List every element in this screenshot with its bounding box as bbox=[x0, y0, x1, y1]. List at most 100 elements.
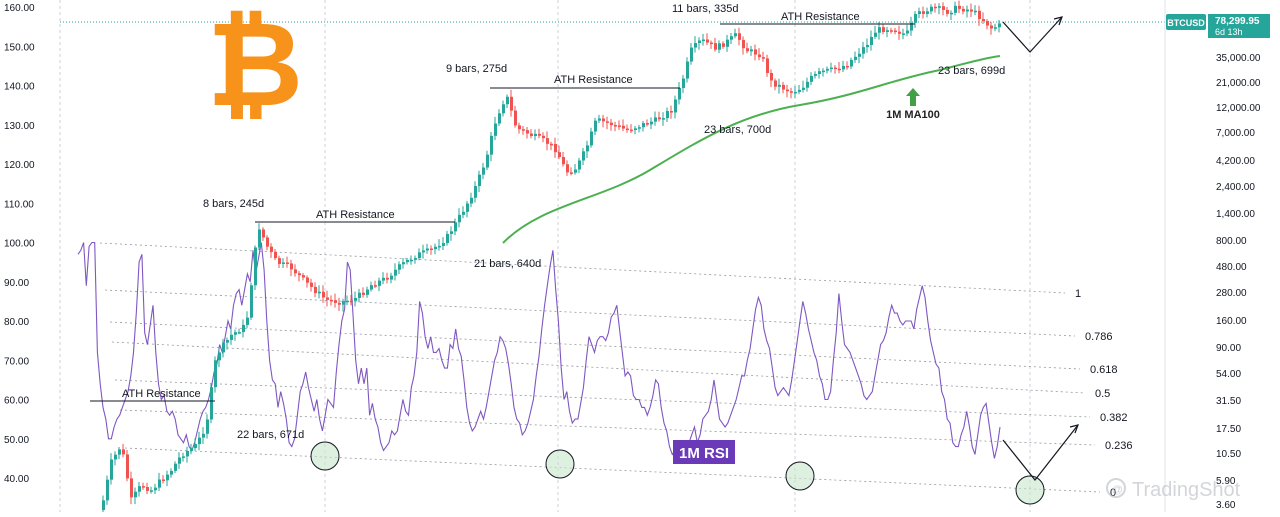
candle-body bbox=[278, 258, 281, 264]
candle-body bbox=[442, 243, 445, 246]
candle-body bbox=[250, 285, 253, 318]
candle-body bbox=[894, 30, 897, 33]
left-axis-tick: 40.00 bbox=[4, 474, 29, 485]
candle-body bbox=[598, 118, 601, 121]
candle-body bbox=[202, 433, 205, 438]
candle-body bbox=[686, 61, 689, 79]
candle-body bbox=[706, 39, 709, 43]
right-axis-tick: 54.00 bbox=[1216, 369, 1241, 380]
candle-body bbox=[614, 125, 617, 127]
candle-body bbox=[306, 277, 309, 283]
candle-body bbox=[758, 54, 761, 58]
candle-body bbox=[846, 66, 849, 68]
candle-body bbox=[806, 81, 809, 88]
right-axis-tick: 10.50 bbox=[1216, 449, 1241, 460]
candle-body bbox=[522, 129, 525, 131]
candle-body bbox=[734, 33, 737, 37]
candle-body bbox=[922, 11, 925, 14]
candle-body bbox=[434, 246, 437, 250]
right-axis-tick: 90.00 bbox=[1216, 343, 1241, 354]
candle-body bbox=[194, 444, 197, 449]
candle-body bbox=[874, 32, 877, 37]
right-axis-tick: 35,000.00 bbox=[1216, 53, 1261, 64]
candle-body bbox=[274, 251, 277, 259]
candle-body bbox=[666, 111, 669, 119]
candle-body bbox=[838, 68, 841, 71]
right-axis-tick: 5.90 bbox=[1216, 476, 1236, 487]
candle-body bbox=[394, 269, 397, 276]
candle-body bbox=[318, 291, 321, 294]
candle-body bbox=[870, 36, 873, 46]
candle-body bbox=[154, 487, 157, 491]
candle-body bbox=[842, 66, 845, 70]
candle-body bbox=[118, 449, 121, 455]
candle-body bbox=[446, 233, 449, 244]
candle-body bbox=[174, 463, 177, 471]
right-axis-background bbox=[1165, 0, 1280, 512]
rsi-bottom-circles bbox=[310, 441, 1045, 505]
candle-body bbox=[714, 43, 717, 50]
candle-body bbox=[930, 6, 933, 12]
candle-body bbox=[110, 459, 113, 480]
candle-body bbox=[178, 457, 181, 464]
candle-body bbox=[142, 486, 145, 488]
candle-body bbox=[138, 486, 141, 492]
candle-body bbox=[170, 470, 173, 475]
candle-body bbox=[258, 229, 261, 248]
candle-body bbox=[694, 43, 697, 48]
watermark-text: TradingShot bbox=[1132, 479, 1241, 501]
fib-ray bbox=[109, 321, 1081, 370]
fib-level-label: 1 bbox=[1075, 288, 1081, 300]
candle-body bbox=[858, 53, 861, 57]
candle-body bbox=[918, 11, 921, 15]
candle-body bbox=[562, 157, 565, 165]
candle-body bbox=[398, 264, 401, 270]
candle-body bbox=[730, 36, 733, 40]
fib-ray bbox=[99, 242, 1066, 294]
arrow-head-icon bbox=[1069, 424, 1079, 434]
cycle-bottom-label: 23 bars, 699d bbox=[938, 65, 1005, 77]
arrow-head-icon bbox=[1053, 16, 1063, 26]
ma-label: 1M MA100 bbox=[886, 109, 940, 121]
candle-body bbox=[298, 273, 301, 276]
candle-body bbox=[366, 289, 369, 295]
vertical-grid bbox=[59, 0, 1031, 512]
candle-body bbox=[994, 27, 997, 29]
fib-level-label: 0.5 bbox=[1095, 388, 1110, 400]
rsi-bottom-circle bbox=[1015, 475, 1045, 505]
candle-body bbox=[486, 154, 489, 168]
candle-body bbox=[438, 245, 441, 248]
candle-body bbox=[410, 259, 413, 262]
ma100-line bbox=[502, 55, 1001, 244]
left-axis-tick: 160.00 bbox=[4, 3, 35, 14]
right-axis-tick: 280.00 bbox=[1216, 288, 1247, 299]
candle-body bbox=[766, 58, 769, 73]
candle-body bbox=[534, 133, 537, 136]
candle-body bbox=[242, 324, 245, 333]
candle-body bbox=[426, 248, 429, 251]
candle-body bbox=[606, 121, 609, 123]
left-axis: 160.00 150.00 140.00 130.00 120.00 110.00 100.… bbox=[4, 3, 35, 485]
candle-body bbox=[210, 387, 213, 420]
left-axis-tick: 50.00 bbox=[4, 435, 29, 446]
candle-body bbox=[122, 449, 125, 455]
candle-body bbox=[338, 302, 341, 305]
rsi-label: 1M RSI bbox=[679, 445, 729, 462]
candle-body bbox=[102, 500, 105, 510]
bitcoin-logo-icon: ₿ bbox=[207, 0, 303, 131]
candle-body bbox=[570, 172, 573, 174]
candle-body bbox=[986, 21, 989, 26]
ath-resistance-label: ATH Resistance bbox=[554, 74, 633, 86]
candle-body bbox=[970, 9, 973, 12]
candle-body bbox=[290, 263, 293, 270]
candle-body bbox=[482, 167, 485, 175]
projection-path bbox=[1002, 16, 1063, 53]
symbol-label: BTCUSD bbox=[1167, 18, 1205, 28]
candle-body bbox=[898, 31, 901, 34]
candle-body bbox=[634, 128, 637, 131]
fib-level-label: 0 bbox=[1110, 487, 1116, 499]
watermark-icon bbox=[1106, 478, 1126, 498]
